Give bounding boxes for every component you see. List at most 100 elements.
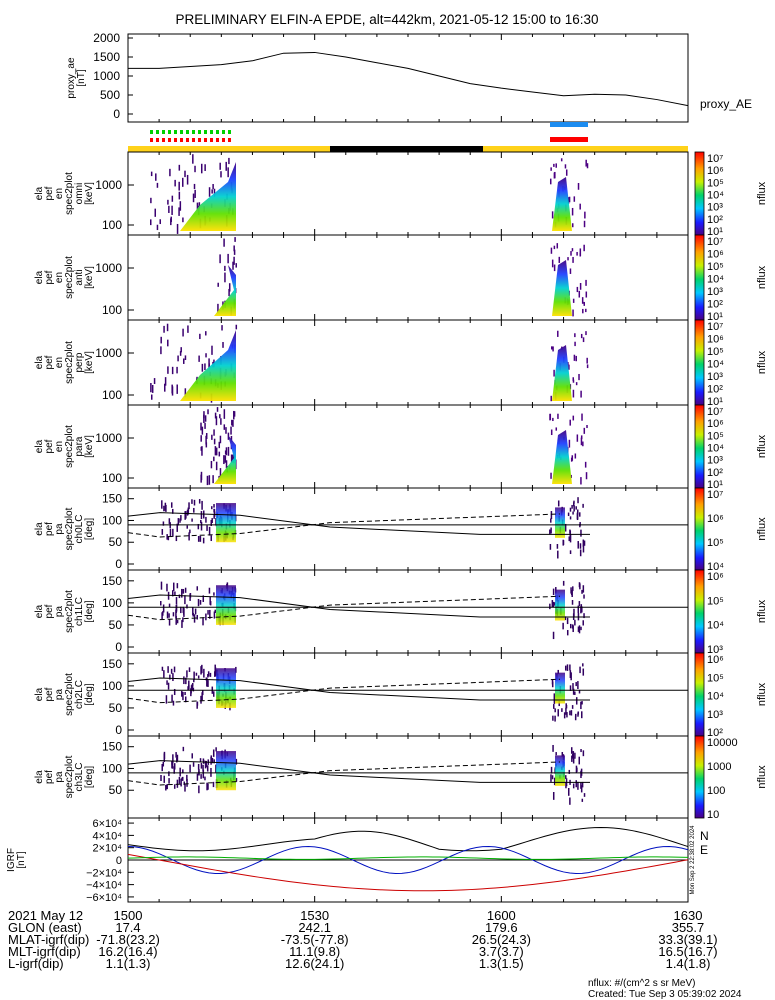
pitch-angle-pixel <box>200 511 203 520</box>
spectrogram-pixel <box>586 424 588 429</box>
spectrogram-pixel <box>183 358 185 364</box>
spectrogram-pixel <box>159 219 161 225</box>
pitch-angle-pixel <box>213 514 215 519</box>
pitch-angle-pixel <box>550 527 552 534</box>
pitch-angle-pixel <box>577 605 580 614</box>
pitch-angle-pixel <box>191 499 193 504</box>
pitch-angle-pixel <box>581 781 584 788</box>
spectrogram-pixel <box>550 247 553 254</box>
pitch-angle-pixel <box>162 521 165 526</box>
pitch-angle-pixel <box>184 595 186 605</box>
pitch-angle-pixel <box>577 541 579 549</box>
spectrogram-pixel <box>553 264 556 272</box>
pitch-angle-pixel <box>172 700 175 706</box>
pitch-angle-pixel <box>549 603 551 610</box>
pitch-angle-pixel <box>163 775 165 783</box>
spectrogram-pixel <box>553 369 555 377</box>
flux-region <box>555 672 565 704</box>
pitch-angle-pixel <box>564 665 567 671</box>
spectrogram-pixel <box>579 283 582 290</box>
spectrogram-pixel <box>223 424 226 430</box>
spectrogram-pixel <box>182 177 184 187</box>
pitch-angle-pixel <box>575 713 577 717</box>
pitch-angle-pixel <box>552 744 554 752</box>
spectrogram-pixel <box>223 238 225 247</box>
pitch-angle-pixel <box>209 596 211 605</box>
spectrogram-pixel <box>571 223 574 228</box>
colorbar-tick-label: 10⁵ <box>707 595 724 607</box>
science-zone-mark-red <box>222 138 225 142</box>
pitch-angle-pixel <box>554 602 556 606</box>
spectrogram-pixel <box>211 189 213 194</box>
spectrogram-pixel <box>219 162 221 170</box>
pitch-angle-pixel <box>571 755 573 762</box>
science-zone-mark-red <box>204 138 207 142</box>
pitch-angle-pixel <box>193 679 195 683</box>
pitch-angle-pixel <box>577 711 580 715</box>
pitch-angle-pixel <box>202 769 205 779</box>
science-zone-mark-green <box>180 130 183 134</box>
pitch-angle-pixel <box>564 523 567 532</box>
day-bar <box>483 146 688 152</box>
spectrogram-pixel <box>549 413 552 421</box>
pitch-angle-pixel <box>171 694 173 702</box>
anti-loss-cone-line <box>127 678 561 704</box>
pitch-angle-pixel <box>569 623 572 629</box>
spectrogram-pixel <box>205 353 207 358</box>
spectrogram-pixel <box>150 219 152 226</box>
pitch-angle-pixel <box>554 708 556 713</box>
proxy-ae-series-line <box>128 51 689 107</box>
spectrogram-pixel <box>205 435 207 445</box>
spectrogram-pixel <box>576 251 578 256</box>
spectrogram-pixel <box>182 328 184 337</box>
spectrogram-pixel <box>203 414 205 424</box>
pitch-angle-pixel <box>551 600 554 608</box>
x-axis-row-value: 1.3(1.5) <box>479 956 524 971</box>
pitch-angle-pixel <box>571 599 574 605</box>
colorbar-tick-label: 10⁶ <box>707 334 724 346</box>
pitch-angle-ylabel: spec2plot <box>64 507 75 550</box>
spectrogram-ylabel: [keV] <box>84 351 95 374</box>
colorbar-tick-label: 10⁵ <box>707 672 724 684</box>
pitch-angle-pixel <box>201 500 203 510</box>
pitch-angle-pixel <box>178 776 181 784</box>
pitch-angle-pixel <box>188 502 190 510</box>
pitch-angle-pixel <box>168 518 171 524</box>
pitch-angle-pixel <box>170 502 173 508</box>
pitch-angle-pixel <box>168 603 171 608</box>
pitch-angle-ylabel: spec2plot <box>64 590 75 633</box>
colorbar-tick-label: 10000 <box>707 737 738 749</box>
spectrogram-pixel <box>225 161 227 171</box>
flux-region <box>552 177 572 231</box>
pitch-angle-pixel <box>173 766 175 774</box>
pitch-angle-pixel <box>193 499 196 506</box>
colorbar-tick-label: 100 <box>707 785 725 797</box>
pitch-angle-pixel <box>198 499 201 504</box>
spectrogram-pixel <box>579 203 581 210</box>
spectrogram-pixel <box>176 223 179 234</box>
spectrogram-pixel <box>208 358 210 368</box>
science-zone-mark-green <box>216 130 219 134</box>
colorbar-tick-label: 10² <box>707 299 723 311</box>
colorbar-tick-label: 10³ <box>707 286 723 298</box>
flux-region <box>180 330 236 401</box>
pitch-angle-pixel <box>206 765 209 772</box>
day-bar <box>128 146 330 152</box>
pitch-angle-pixel <box>561 752 564 757</box>
colorbar-tick-label: 10⁶ <box>707 571 724 583</box>
pitch-angle-pixel <box>577 626 580 632</box>
pitch-angle-pixel <box>566 664 569 671</box>
pitch-angle-pixel <box>215 764 217 773</box>
colorbar-tick-label: 10⁵ <box>707 346 724 358</box>
science-zone-mark-red <box>150 138 153 142</box>
spectrogram-pixel <box>231 419 233 426</box>
pitch-angle-pixel <box>567 787 570 796</box>
pitch-angle-pixel <box>182 769 184 774</box>
spectrogram-pixel <box>584 211 586 219</box>
spectrogram-pixel <box>583 301 585 306</box>
pitch-angle-pixel <box>565 707 567 715</box>
spectrogram-pixel <box>585 308 587 313</box>
pitch-angle-pixel <box>565 775 567 779</box>
colorbar-label: nflux <box>756 765 768 789</box>
pitch-angle-pixel <box>579 512 581 517</box>
